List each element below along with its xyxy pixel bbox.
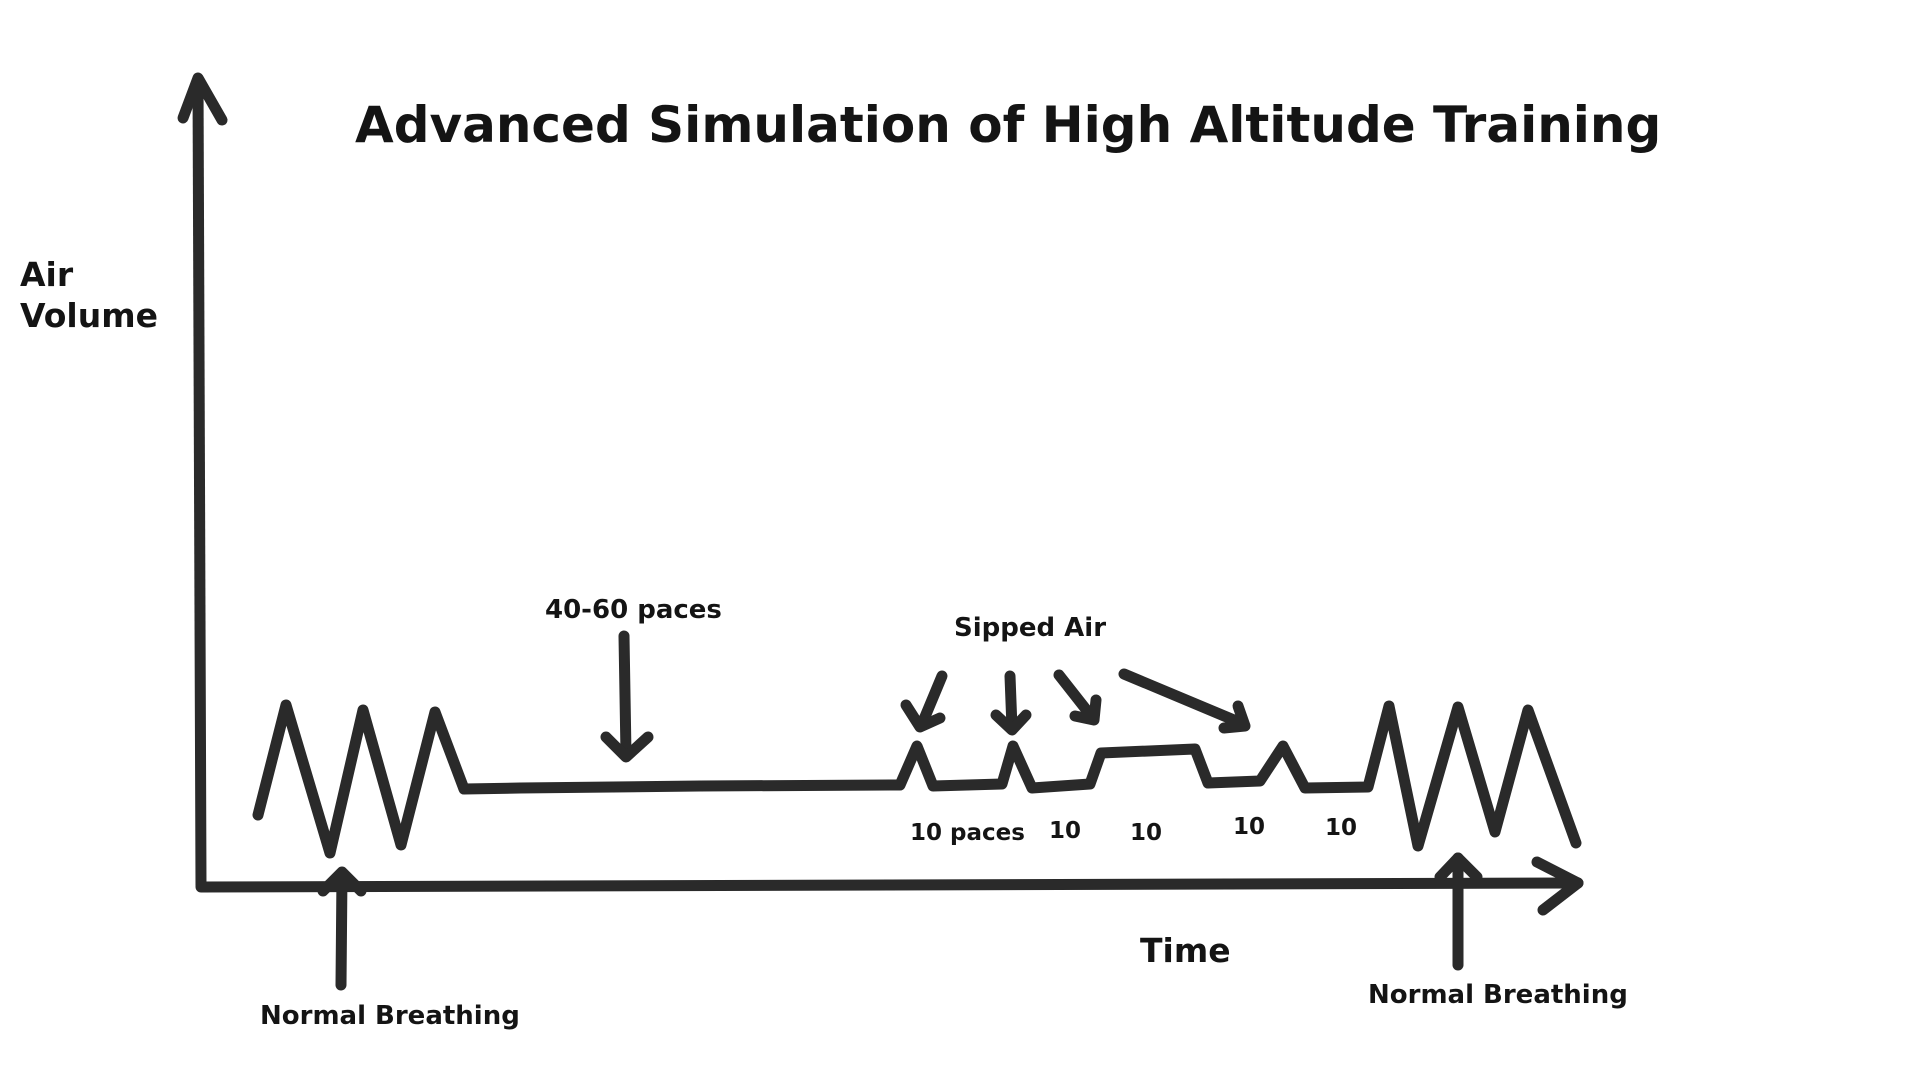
diagram-title: Advanced Simulation of High Altitude Tra… <box>355 96 1661 154</box>
sipped-air-arrow-2 <box>990 670 1032 736</box>
y-axis-label-line2: Volume <box>20 296 158 335</box>
hold-paces-label: 40-60 paces <box>545 595 722 625</box>
sipped-air-arrow-4 <box>1118 668 1251 734</box>
normal-breathing-arrow-right <box>1434 852 1483 971</box>
interval-label-1: 10 paces <box>910 820 1025 846</box>
normal-breathing-label-right: Normal Breathing <box>1368 980 1628 1010</box>
sipped-air-arrow-3 <box>1053 669 1102 726</box>
normal-breathing-arrow-left <box>317 866 367 991</box>
hold-arrow <box>600 630 654 763</box>
interval-label-5: 10 <box>1325 815 1357 841</box>
air-volume-trace <box>252 699 1582 859</box>
sipped-air-arrow-1 <box>900 670 948 733</box>
interval-label-3: 10 <box>1130 820 1162 846</box>
interval-label-2: 10 <box>1049 818 1081 844</box>
y-axis-label-line1: Air <box>20 255 74 294</box>
y-axis <box>177 72 228 891</box>
x-axis-label: Time <box>1140 931 1231 970</box>
interval-label-4: 10 <box>1233 814 1265 840</box>
normal-breathing-label-left: Normal Breathing <box>260 1001 520 1031</box>
x-axis <box>195 856 1584 916</box>
sipped-air-label: Sipped Air <box>954 613 1106 643</box>
